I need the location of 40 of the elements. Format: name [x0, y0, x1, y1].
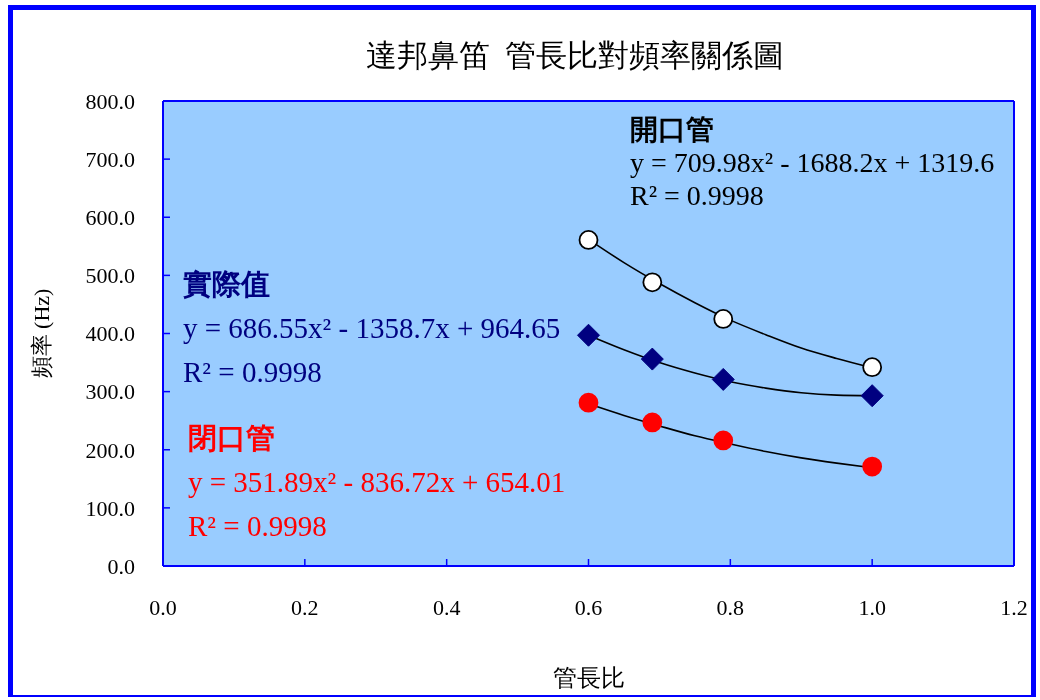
point — [577, 323, 600, 347]
point — [642, 272, 663, 293]
annotation: y = 351.89x² - 836.72x + 654.01 — [188, 465, 566, 500]
y-tick-label: 300.0 — [85, 379, 135, 405]
y-axis-title: 頻率 (Hz) — [28, 288, 54, 379]
x-tick-label: 0.2 — [291, 594, 319, 620]
y-tick-label: 700.0 — [85, 146, 135, 172]
x-tick-label: 0.4 — [432, 594, 461, 620]
text: 實際值 — [183, 267, 271, 302]
annotation: R² = 0.9998 — [183, 355, 323, 390]
x-tick-label: 0.8 — [716, 594, 745, 620]
point — [578, 230, 599, 250]
annotation: y = 686.55x² - 1358.7x + 964.65 — [183, 311, 561, 346]
point — [862, 456, 883, 477]
x-tick-label: 1.0 — [858, 594, 886, 620]
point — [713, 430, 734, 451]
point — [713, 309, 734, 329]
y-tick-label: 600.0 — [85, 205, 135, 231]
annotation: y = 709.98x² - 1688.2x + 1319.6 — [630, 146, 995, 179]
y-tick-label: 100.0 — [85, 495, 135, 521]
x-tick-label: 0.0 — [149, 594, 177, 620]
annotation: R² = 0.9998 — [630, 179, 765, 212]
point — [640, 347, 664, 371]
text: 開口管 — [630, 113, 715, 146]
x-tick-label: 1.2 — [1000, 594, 1028, 620]
x-axis-title: 管長比 — [552, 665, 625, 691]
x-tick-label: 0.6 — [574, 594, 603, 620]
point — [862, 357, 883, 378]
annotation: R² = 0.9998 — [188, 509, 328, 544]
point — [578, 392, 599, 413]
y-tick-label: 200.0 — [85, 437, 135, 463]
point — [642, 412, 663, 433]
y-tick-label: 500.0 — [85, 263, 135, 289]
text: 閉口管 — [188, 421, 276, 456]
y-tick-label: 400.0 — [85, 321, 135, 347]
point — [711, 367, 735, 391]
y-tick-label: 800.0 — [85, 88, 135, 114]
chart-title: 達邦鼻笛 管長比對頻率關係圖 — [365, 38, 785, 74]
point — [860, 384, 884, 408]
y-tick-label: 0.0 — [107, 553, 135, 579]
